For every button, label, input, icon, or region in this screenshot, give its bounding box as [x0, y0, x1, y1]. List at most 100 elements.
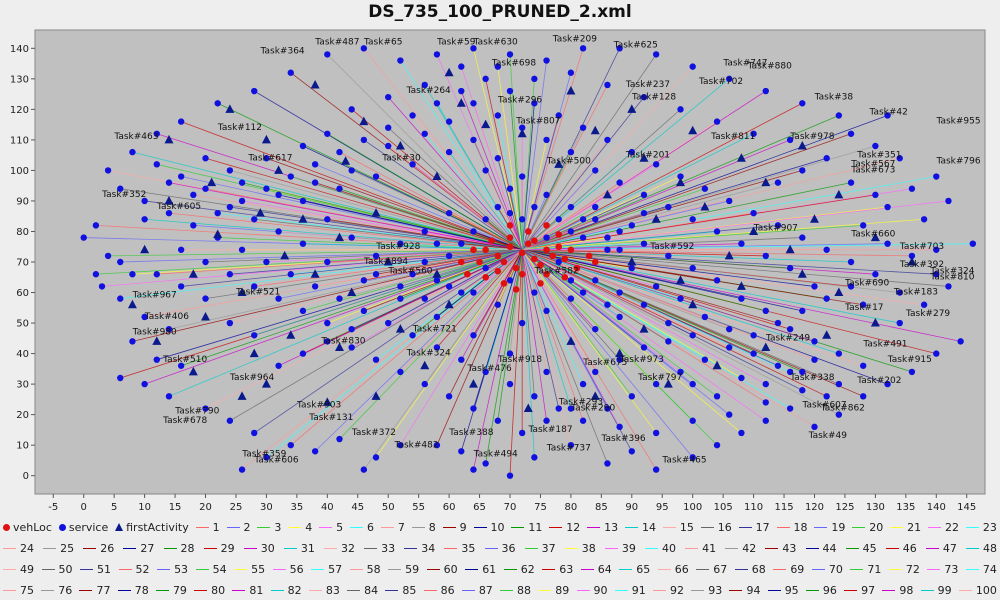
- legend-line-swatch: [738, 526, 752, 528]
- legend-label: 74: [982, 562, 997, 576]
- x-tick-label: 5: [111, 502, 117, 513]
- route-line: [315, 182, 523, 251]
- legend-line-swatch: [765, 547, 779, 549]
- legend-dot-swatch: [3, 523, 10, 531]
- service-point: [433, 441, 441, 449]
- legend-line-swatch: [652, 589, 666, 591]
- legend-line-swatch: [850, 568, 864, 570]
- route-line: [412, 115, 523, 251]
- service-point: [640, 344, 648, 351]
- service-point: [251, 87, 258, 95]
- legend-line-swatch: [538, 589, 552, 591]
- legend-line-swatch: [426, 568, 440, 570]
- service-point: [957, 338, 964, 345]
- task-label: Task#249: [765, 333, 810, 343]
- legend-line-swatch: [773, 568, 787, 570]
- legend-label: 30: [260, 541, 275, 555]
- service-point: [153, 271, 160, 278]
- legend-label: 17: [755, 520, 770, 534]
- service-point: [774, 222, 782, 229]
- vehloc-point: [512, 286, 520, 293]
- service-point: [445, 393, 453, 400]
- legend-label: 37: [541, 541, 556, 555]
- task-label: Task#660: [850, 230, 895, 240]
- legend-line-swatch: [927, 568, 941, 570]
- route-line: [521, 249, 718, 397]
- y-tick-label: 140: [10, 44, 29, 55]
- service-point: [494, 63, 502, 70]
- route-line: [522, 194, 876, 251]
- service-point: [762, 380, 769, 388]
- first-activity-marker: [310, 269, 320, 278]
- first-activity-marker: [274, 165, 284, 174]
- service-point: [445, 252, 453, 260]
- service-point: [592, 277, 599, 284]
- first-activity-marker: [225, 104, 235, 113]
- legend-item: 7: [380, 521, 405, 534]
- first-activity-marker: [334, 342, 344, 351]
- legend-label: 72: [905, 562, 920, 576]
- task-label: Task#592: [649, 242, 694, 252]
- task-label: Task#703: [899, 242, 944, 252]
- vehloc-point: [531, 237, 538, 244]
- task-label: Task#560: [387, 266, 432, 276]
- legend-line-swatch: [350, 526, 364, 528]
- task-label: Task#698: [491, 59, 536, 69]
- service-point: [811, 283, 818, 290]
- route-line: [156, 249, 523, 275]
- legend-item: 47: [925, 542, 957, 555]
- service-point: [579, 124, 587, 131]
- legend-line-swatch: [657, 568, 671, 570]
- legend-item: 33: [364, 542, 395, 555]
- route-line: [521, 249, 547, 311]
- legend-line-swatch: [811, 568, 825, 570]
- vehloc-point: [518, 270, 526, 278]
- service-point: [141, 216, 148, 223]
- service-layer: [80, 45, 977, 479]
- route-line: [522, 249, 815, 361]
- legend-label: 12: [566, 520, 581, 534]
- route-line: [436, 249, 523, 348]
- service-point: [701, 356, 709, 363]
- legend-item: 62: [503, 563, 535, 576]
- legend-item: 42: [725, 542, 756, 555]
- service-point: [458, 448, 465, 455]
- service-point: [689, 216, 696, 223]
- service-point: [445, 209, 453, 217]
- service-point: [896, 289, 903, 296]
- route-line: [521, 170, 596, 251]
- service-point: [786, 325, 794, 333]
- service-point: [811, 423, 818, 431]
- legend-label: 77: [96, 583, 111, 597]
- legend-line-swatch: [388, 568, 402, 570]
- vehloc-point: [543, 222, 550, 229]
- y-tick-label: 70: [16, 258, 29, 269]
- task-label: Task#324: [929, 266, 974, 276]
- legend-label: 9: [459, 520, 467, 534]
- route-line: [327, 249, 523, 324]
- legend-label: 52: [135, 562, 150, 576]
- service-point: [652, 380, 660, 388]
- task-label: Task#296: [497, 95, 542, 105]
- legend-label: 2: [243, 520, 251, 534]
- legend-label: 36: [501, 541, 516, 555]
- service-point: [299, 240, 307, 247]
- legend-label: 71: [867, 562, 882, 576]
- service-point: [908, 185, 916, 192]
- route-line: [521, 249, 596, 373]
- service-point: [555, 216, 562, 223]
- task-label: Task#702: [698, 77, 743, 87]
- task-label: Task#264: [406, 86, 451, 96]
- route-line: [412, 249, 523, 275]
- first-activity-marker: [834, 287, 844, 297]
- x-tick-label: 30: [260, 502, 273, 513]
- legend-label: 29: [220, 541, 235, 555]
- legend-item: 27: [123, 542, 154, 555]
- task-label: Task#790: [174, 407, 219, 417]
- service-point: [190, 191, 197, 199]
- service-point: [226, 417, 234, 424]
- service-point: [689, 332, 696, 339]
- legend-item: firstActivity: [115, 521, 189, 534]
- first-activity-marker: [359, 116, 369, 126]
- service-point: [433, 344, 441, 351]
